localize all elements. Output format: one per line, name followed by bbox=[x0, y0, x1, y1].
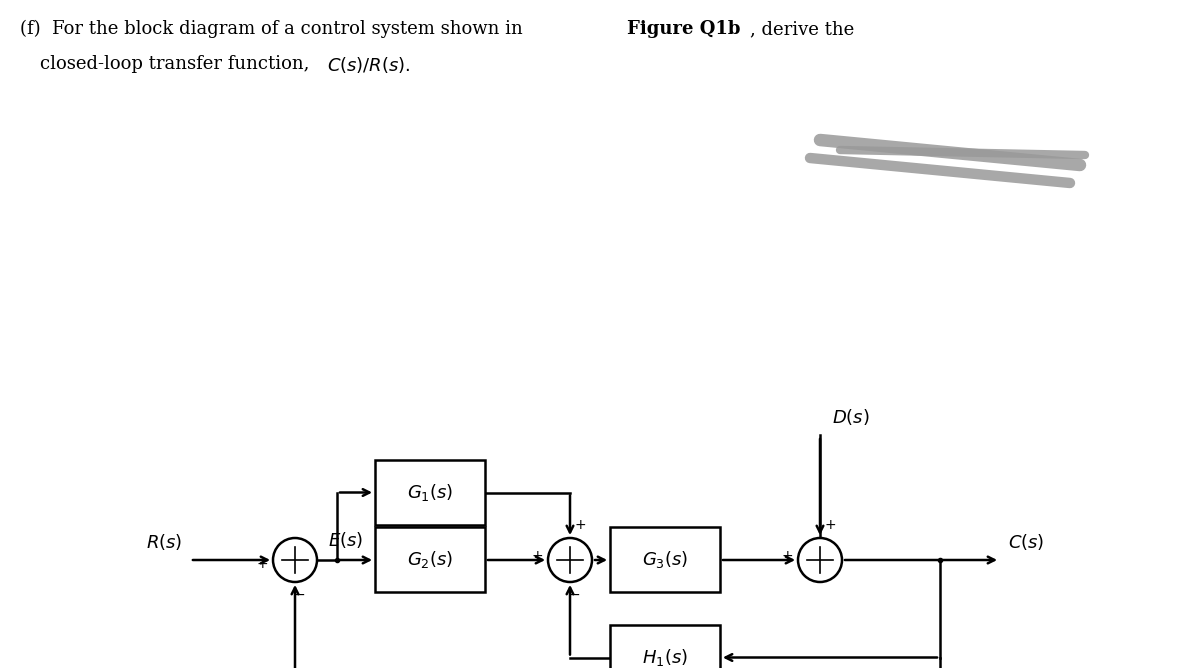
Text: , derive the: , derive the bbox=[750, 20, 854, 38]
Text: $C(s)$: $C(s)$ bbox=[1008, 532, 1044, 552]
Text: $H_1(s)$: $H_1(s)$ bbox=[642, 647, 688, 668]
Circle shape bbox=[274, 538, 317, 582]
FancyBboxPatch shape bbox=[610, 527, 720, 592]
Text: $R(s)$: $R(s)$ bbox=[145, 532, 182, 552]
Text: +: + bbox=[532, 549, 542, 563]
Text: $G_2(s)$: $G_2(s)$ bbox=[407, 549, 454, 570]
Text: +: + bbox=[257, 557, 268, 571]
FancyBboxPatch shape bbox=[374, 527, 485, 592]
Text: $D(s)$: $D(s)$ bbox=[832, 407, 870, 427]
Text: $C(s)/R(s).$: $C(s)/R(s).$ bbox=[326, 55, 410, 75]
Circle shape bbox=[798, 538, 842, 582]
Text: $E(s)$: $E(s)$ bbox=[329, 530, 364, 550]
Text: closed-loop transfer function,: closed-loop transfer function, bbox=[40, 55, 316, 73]
Text: +: + bbox=[781, 549, 793, 563]
FancyBboxPatch shape bbox=[610, 625, 720, 668]
Circle shape bbox=[548, 538, 592, 582]
Text: $G_1(s)$: $G_1(s)$ bbox=[407, 482, 454, 503]
FancyBboxPatch shape bbox=[374, 460, 485, 525]
Text: −: − bbox=[568, 588, 580, 602]
Text: $G_3(s)$: $G_3(s)$ bbox=[642, 549, 688, 570]
Text: +: + bbox=[826, 518, 836, 532]
Text: (f)  For the block diagram of a control system shown in: (f) For the block diagram of a control s… bbox=[20, 20, 528, 38]
Text: Figure Q1b: Figure Q1b bbox=[628, 20, 740, 38]
Text: −: − bbox=[293, 588, 305, 602]
Text: +: + bbox=[575, 518, 587, 532]
